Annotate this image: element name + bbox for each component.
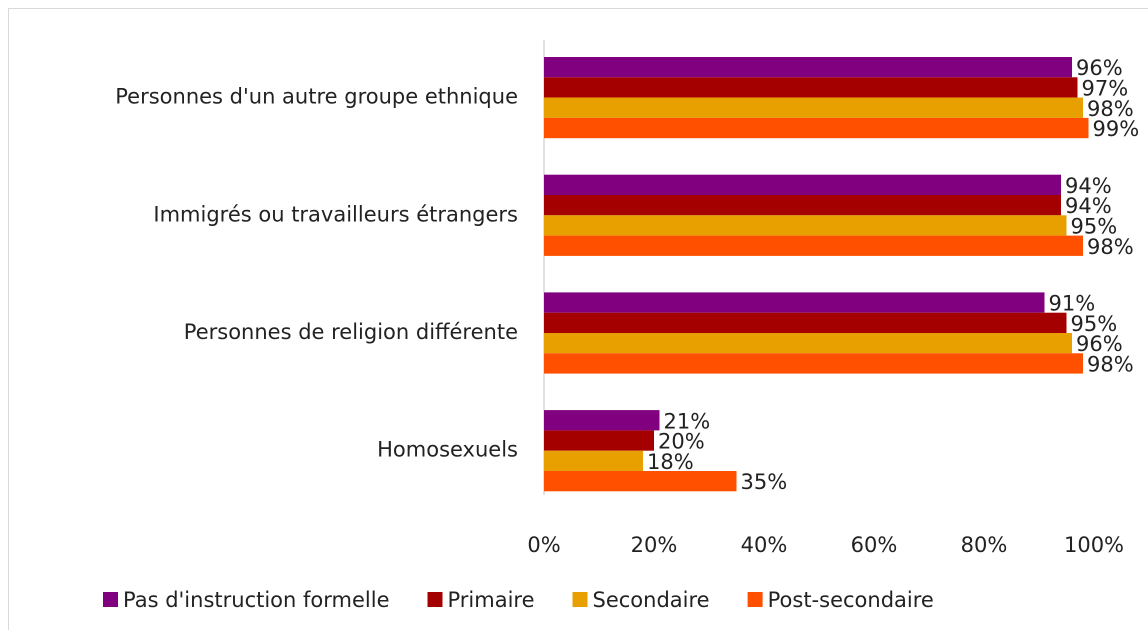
- bar: [544, 333, 1072, 354]
- value-label: 18%: [647, 450, 694, 474]
- value-label: 21%: [664, 409, 711, 433]
- x-tick-label: 100%: [1064, 533, 1124, 557]
- value-label: 98%: [1087, 352, 1134, 376]
- legend-swatch: [572, 592, 588, 607]
- bar: [544, 235, 1083, 256]
- bar: [544, 292, 1045, 313]
- x-tick-label: 60%: [851, 533, 898, 557]
- x-tick-label: 80%: [961, 533, 1008, 557]
- legend-label: Secondaire: [593, 588, 710, 612]
- legend-label: Primaire: [448, 588, 535, 612]
- bar: [544, 77, 1078, 98]
- bar: [544, 174, 1061, 195]
- bar: [544, 450, 643, 471]
- value-label: 91%: [1049, 292, 1096, 316]
- x-tick-label: 20%: [631, 533, 678, 557]
- value-label: 35%: [741, 470, 788, 494]
- value-label: 99%: [1093, 117, 1140, 141]
- legend-swatch: [747, 592, 763, 607]
- legend-label: Pas d'instruction formelle: [123, 588, 390, 612]
- bar: [544, 195, 1061, 216]
- x-tick-label: 40%: [741, 533, 788, 557]
- value-label: 94%: [1065, 174, 1112, 198]
- value-label: 98%: [1087, 235, 1134, 259]
- y-tick-label: Personnes de religion différente: [184, 320, 518, 344]
- bar: [544, 117, 1089, 139]
- value-label: 98%: [1087, 97, 1134, 121]
- bar: [544, 57, 1072, 78]
- value-label: 97%: [1082, 76, 1129, 100]
- legend-swatch: [427, 592, 443, 607]
- bar: [544, 471, 737, 492]
- bar: [544, 312, 1067, 333]
- value-label: 94%: [1065, 194, 1112, 218]
- value-label: 95%: [1071, 214, 1118, 238]
- bar: [544, 430, 654, 451]
- x-tick-label: 0%: [527, 533, 560, 557]
- value-label: 20%: [658, 430, 705, 454]
- bar: [544, 410, 660, 431]
- bar: [544, 215, 1067, 236]
- y-tick-label: Immigrés ou travailleurs étrangers: [153, 202, 518, 226]
- y-tick-label: Homosexuels: [377, 438, 518, 462]
- legend-label: Post-secondaire: [768, 588, 934, 612]
- bar: [544, 353, 1083, 374]
- value-label: 96%: [1076, 332, 1123, 356]
- bar: [544, 97, 1083, 118]
- value-label: 96%: [1076, 56, 1123, 80]
- value-label: 95%: [1071, 312, 1118, 336]
- y-tick-label: Personnes d'un autre groupe ethnique: [115, 85, 518, 109]
- legend-swatch: [103, 592, 118, 607]
